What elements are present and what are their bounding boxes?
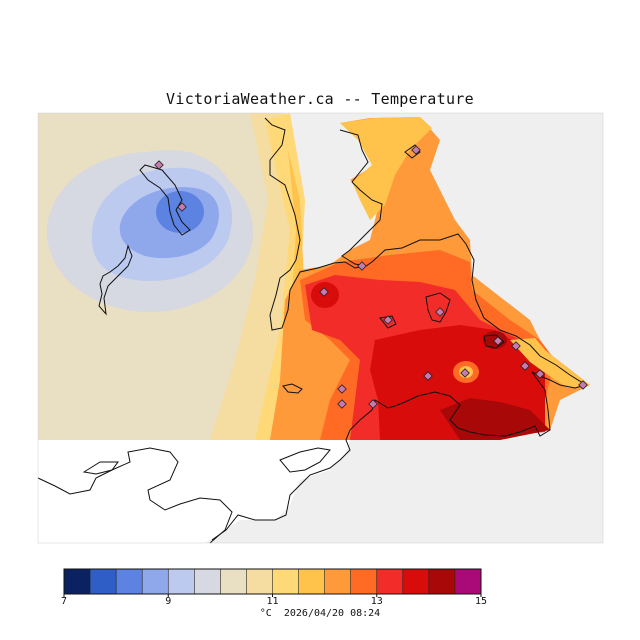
legend-swatch bbox=[376, 569, 404, 594]
station-1-marker[interactable] bbox=[154, 160, 164, 170]
legend-swatch bbox=[298, 569, 326, 594]
legend-tick-label: 13 bbox=[370, 596, 383, 607]
coast-main bbox=[211, 117, 588, 541]
unit-label: °C bbox=[259, 608, 272, 619]
station-16-marker[interactable] bbox=[368, 399, 378, 409]
island-lower bbox=[98, 244, 133, 316]
coast-north-inlet bbox=[339, 129, 383, 267]
station-3-marker[interactable] bbox=[411, 145, 421, 155]
legend-swatch bbox=[324, 569, 352, 594]
footer: °C 2026/04/20 08:24 bbox=[0, 608, 640, 619]
no-data-area bbox=[38, 440, 350, 543]
legend-tick-label: 9 bbox=[165, 596, 172, 607]
legend-swatch bbox=[142, 569, 169, 594]
legend-tick-label: 15 bbox=[474, 596, 488, 607]
map-title: VictoriaWeather.ca -- Temperature bbox=[166, 90, 474, 108]
legend-swatch bbox=[168, 569, 195, 594]
legend-swatch bbox=[454, 569, 482, 594]
legend-swatch bbox=[194, 569, 221, 594]
band-14-145 bbox=[440, 398, 550, 440]
legend-swatch bbox=[220, 569, 247, 594]
station-11-marker[interactable] bbox=[535, 369, 545, 379]
station-9-marker[interactable] bbox=[511, 341, 521, 351]
station-15-marker[interactable] bbox=[337, 399, 347, 409]
station-8-marker[interactable] bbox=[493, 336, 503, 346]
timestamp: 2026/04/20 08:24 bbox=[283, 608, 381, 619]
coastlines bbox=[37, 117, 588, 544]
band-north-tip bbox=[340, 117, 432, 220]
legend-swatch bbox=[90, 569, 117, 594]
station-markers bbox=[154, 145, 588, 409]
legend-swatch bbox=[350, 569, 378, 594]
legend-tick-label: 7 bbox=[60, 596, 68, 607]
legend-swatch bbox=[402, 569, 430, 594]
lake-3 bbox=[483, 334, 505, 349]
station-6-marker[interactable] bbox=[383, 315, 393, 325]
station-2-marker[interactable] bbox=[177, 202, 187, 212]
color-legend bbox=[63, 568, 482, 597]
legend-tick-label: 11 bbox=[266, 596, 279, 607]
legend-swatch bbox=[428, 569, 456, 594]
band-8-85 bbox=[156, 191, 204, 233]
coast-south-east bbox=[279, 447, 331, 473]
station-17-marker[interactable] bbox=[578, 380, 588, 390]
temperature-field bbox=[38, 113, 590, 440]
legend-swatch bbox=[64, 569, 91, 594]
legend-swatch bbox=[116, 569, 143, 594]
station-10-marker[interactable] bbox=[520, 361, 530, 371]
station-13-marker[interactable] bbox=[423, 371, 433, 381]
legend-swatch bbox=[272, 569, 300, 594]
plot-frame bbox=[37, 112, 604, 544]
coast-south bbox=[37, 447, 233, 544]
coast-south-inlet bbox=[82, 461, 119, 475]
station-7-marker[interactable] bbox=[435, 307, 445, 317]
islet-1 bbox=[282, 383, 303, 394]
island-upper bbox=[139, 164, 191, 236]
lake-1 bbox=[425, 292, 451, 323]
station-14-marker[interactable] bbox=[337, 384, 347, 394]
station-4-marker[interactable] bbox=[319, 287, 329, 297]
station-5-marker[interactable] bbox=[357, 261, 367, 271]
station-12-marker[interactable] bbox=[460, 368, 470, 378]
legend-swatch bbox=[246, 569, 273, 594]
